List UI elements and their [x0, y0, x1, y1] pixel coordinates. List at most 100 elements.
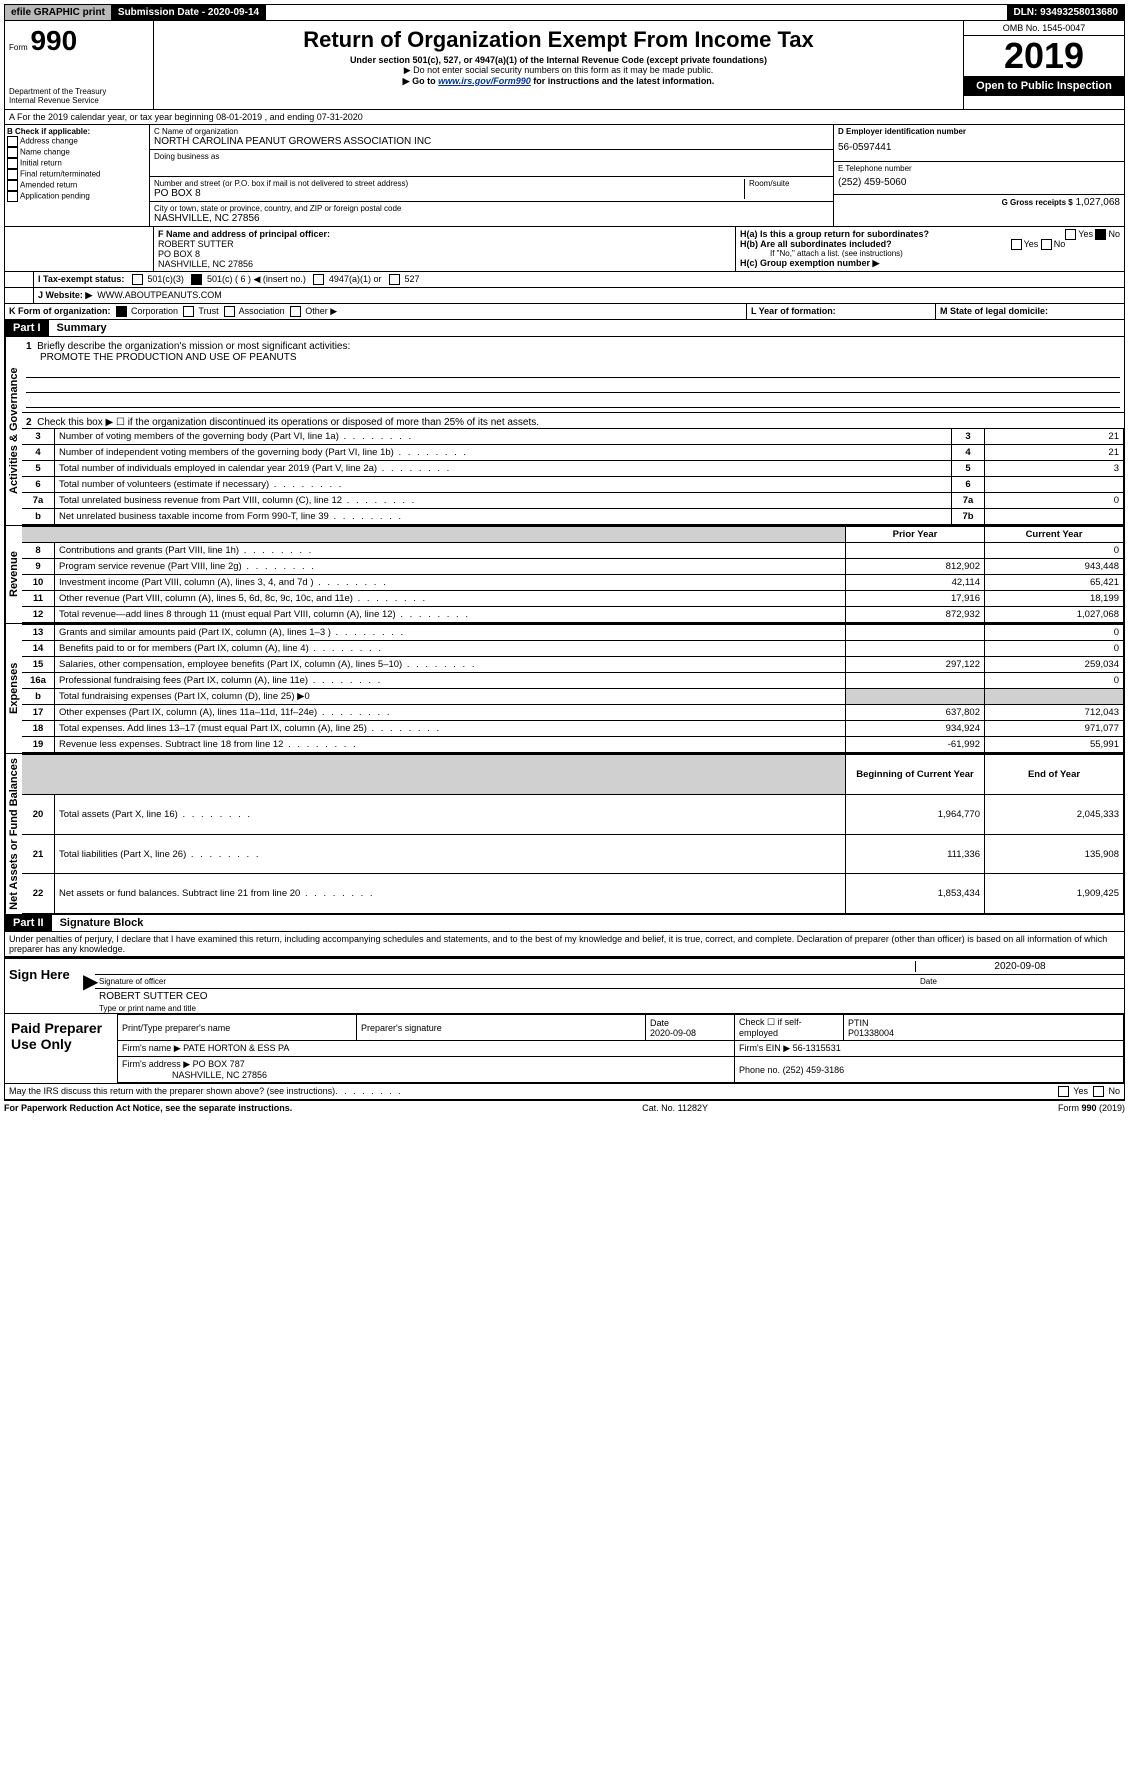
summary-row: 5 Total number of individuals employed i… [22, 461, 1124, 477]
expenses-section: Expenses13 Grants and similar amounts pa… [4, 624, 1125, 754]
checkbox-final[interactable] [7, 169, 18, 180]
table-row: 13 Grants and similar amounts paid (Part… [22, 625, 1124, 641]
sig-officer-label: Signature of officer [99, 977, 916, 986]
period-row: A For the 2019 calendar year, or tax yea… [4, 110, 1125, 125]
table-row: 10 Investment income (Part VIII, column … [22, 575, 1124, 591]
prep-sig-label: Preparer's signature [361, 1023, 442, 1033]
checkbox-initial[interactable] [7, 158, 18, 169]
table-row: 17 Other expenses (Part IX, column (A), … [22, 705, 1124, 721]
table-row: 20 Total assets (Part X, line 16) 1,964,… [22, 794, 1124, 834]
table-row: 19 Revenue less expenses. Subtract line … [22, 737, 1124, 753]
note-ssn: ▶ Do not enter social security numbers o… [158, 65, 959, 76]
ha-no: No [1108, 229, 1120, 239]
org-city: NASHVILLE, NC 27856 [154, 213, 829, 224]
identity-block: B Check if applicable: Address change Na… [4, 125, 1125, 227]
discuss-label: May the IRS discuss this return with the… [9, 1086, 335, 1097]
q1-label: Briefly describe the organization's miss… [37, 341, 350, 352]
activities-label: Activities & Governance [5, 337, 22, 525]
footer: For Paperwork Reduction Act Notice, see … [4, 1100, 1125, 1115]
city-label: City or town, state or province, country… [154, 204, 829, 213]
data-table: 13 Grants and similar amounts paid (Part… [22, 624, 1124, 753]
data-table: Beginning of Current Year End of Year20 … [22, 754, 1124, 914]
table-row: 15 Salaries, other compensation, employe… [22, 657, 1124, 673]
501c-checkbox[interactable] [191, 274, 202, 285]
dept-label: Department of the Treasury [9, 87, 149, 96]
checkbox-pending[interactable] [7, 191, 18, 202]
part2-header: Part II [5, 915, 52, 931]
opt-assoc: Association [239, 306, 285, 316]
check-address-change: Address change [20, 137, 78, 146]
table-row: 8 Contributions and grants (Part VIII, l… [22, 543, 1124, 559]
other-checkbox[interactable] [290, 306, 301, 317]
ptin-label: PTIN [848, 1018, 1119, 1028]
527-checkbox[interactable] [389, 274, 400, 285]
officer-name: ROBERT SUTTER [158, 239, 731, 249]
4947-checkbox[interactable] [313, 274, 324, 285]
firm-addr-label: Firm's address ▶ [122, 1059, 190, 1069]
phone-label: E Telephone number [838, 164, 1120, 173]
form-number: 990 [30, 25, 77, 56]
printed-name-label: Type or print name and title [95, 1004, 1124, 1013]
firm-city: NASHVILLE, NC 27856 [172, 1070, 267, 1080]
state-domicile: M State of legal domicile: [935, 304, 1124, 319]
hb-no: No [1054, 239, 1066, 249]
discuss-no: No [1108, 1086, 1120, 1096]
section-label: Revenue [5, 526, 22, 623]
summary-row: 4 Number of independent voting members o… [22, 445, 1124, 461]
form-title: Return of Organization Exempt From Incom… [158, 27, 959, 53]
hb-no-checkbox[interactable] [1041, 239, 1052, 250]
tax-year: 2019 [964, 36, 1124, 76]
ha-yes: Yes [1078, 229, 1093, 239]
section-label: Expenses [5, 624, 22, 753]
discuss-yes: Yes [1073, 1086, 1088, 1096]
perjury-statement: Under penalties of perjury, I declare th… [4, 932, 1125, 957]
opt-4947: 4947(a)(1) or [329, 274, 382, 284]
form-header: Form 990 Department of the Treasury Inte… [4, 21, 1125, 110]
q1-value: PROMOTE THE PRODUCTION AND USE OF PEANUT… [26, 352, 1120, 363]
table-row: 22 Net assets or fund balances. Subtract… [22, 874, 1124, 914]
prep-date-value: 2020-09-08 [650, 1028, 696, 1038]
table-row: 16a Professional fundraising fees (Part … [22, 673, 1124, 689]
trust-checkbox[interactable] [183, 306, 194, 317]
dba-label: Doing business as [154, 152, 829, 161]
org-name-label: C Name of organization [154, 127, 829, 136]
sign-date-label: Date [916, 977, 1120, 986]
ptin-value: P01338004 [848, 1028, 1119, 1038]
website-value[interactable]: WWW.ABOUTPEANUTS.COM [97, 290, 222, 300]
section-label: Net Assets or Fund Balances [5, 754, 22, 914]
sign-here-label: Sign Here [5, 959, 83, 1013]
firm-name-label: Firm's name ▶ [122, 1043, 181, 1053]
table-row: 21 Total liabilities (Part X, line 26) 1… [22, 834, 1124, 874]
room-label: Room/suite [749, 179, 829, 188]
firm-ein: 56-1315531 [793, 1043, 841, 1053]
checkbox-name-change[interactable] [7, 147, 18, 158]
prep-name-label: Print/Type preparer's name [122, 1023, 230, 1033]
ha-yes-checkbox[interactable] [1065, 229, 1076, 240]
efile-label[interactable]: efile GRAPHIC print [5, 5, 112, 20]
checkbox-amended[interactable] [7, 180, 18, 191]
h-b-label: H(b) Are all subordinates included? [740, 239, 892, 249]
assoc-checkbox[interactable] [224, 306, 235, 317]
data-table: Prior Year Current Year8 Contributions a… [22, 526, 1124, 623]
501c3-checkbox[interactable] [132, 274, 143, 285]
year-formation: L Year of formation: [746, 304, 935, 319]
corp-checkbox[interactable] [116, 306, 127, 317]
goto-prefix: ▶ Go to [403, 76, 438, 86]
goto-suffix: for instructions and the latest informat… [531, 76, 715, 86]
dln: DLN: 93493258013680 [1007, 5, 1124, 20]
discuss-no-checkbox[interactable] [1093, 1086, 1104, 1097]
discuss-yes-checkbox[interactable] [1058, 1086, 1069, 1097]
instructions-link[interactable]: www.irs.gov/Form990 [438, 76, 531, 86]
website-label: J Website: ▶ [38, 290, 92, 300]
officer-addr2: NASHVILLE, NC 27856 [158, 259, 731, 269]
signature-block: Sign Here ▶ 2020-09-08 Signature of offi… [4, 957, 1125, 1014]
checkbox-address-change[interactable] [7, 136, 18, 147]
opt-other: Other ▶ [305, 306, 337, 316]
opt-527: 527 [404, 274, 419, 284]
summary-row: 7a Total unrelated business revenue from… [22, 493, 1124, 509]
check-amended: Amended return [20, 181, 77, 190]
hb-yes-checkbox[interactable] [1011, 239, 1022, 250]
prep-self-emp: Check ☐ if self-employed [739, 1017, 802, 1038]
ha-no-checkbox[interactable] [1095, 229, 1106, 240]
summary-row: 6 Total number of volunteers (estimate i… [22, 477, 1124, 493]
